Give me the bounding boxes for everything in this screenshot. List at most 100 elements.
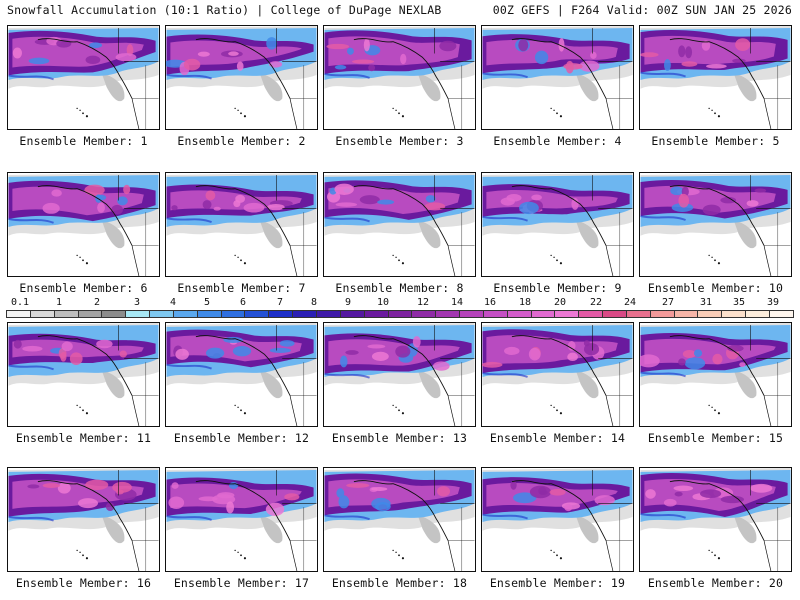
colorbar-swatch xyxy=(626,311,651,317)
colorbar-tick-label: 7 xyxy=(276,297,284,308)
colorbar-swatch xyxy=(770,311,793,317)
ensemble-member-map xyxy=(639,25,792,130)
ensemble-member-map xyxy=(323,25,476,130)
colorbar-tick-label: 8 xyxy=(310,297,318,308)
ensemble-member-map xyxy=(7,25,160,130)
colorbar-tick-label: 20 xyxy=(553,297,567,308)
colorbar xyxy=(6,310,794,318)
ensemble-member-map xyxy=(481,322,634,427)
colorbar-swatch xyxy=(531,311,556,317)
ensemble-member-map xyxy=(165,25,318,130)
colorbar-tick-label: 31 xyxy=(699,297,713,308)
colorbar-swatch xyxy=(102,311,127,317)
ensemble-member-label: Ensemble Member: 13 xyxy=(331,431,468,445)
ensemble-member-map xyxy=(165,467,318,572)
colorbar-swatch xyxy=(54,311,79,317)
ensemble-member-map xyxy=(323,322,476,427)
colorbar-tick-label: 6 xyxy=(239,297,247,308)
colorbar-swatch xyxy=(269,311,294,317)
colorbar-tick-label: 3 xyxy=(133,297,141,308)
ensemble-member-map xyxy=(481,467,634,572)
ensemble-member-map xyxy=(7,172,160,277)
colorbar-swatch xyxy=(722,311,747,317)
ensemble-member-label: Ensemble Member: 14 xyxy=(489,431,626,445)
colorbar-swatch xyxy=(197,311,222,317)
ensemble-member-map xyxy=(481,25,634,130)
colorbar-swatch xyxy=(173,311,198,317)
colorbar-tick-label: 16 xyxy=(483,297,497,308)
colorbar-swatch xyxy=(7,311,31,317)
colorbar-swatch xyxy=(603,311,627,317)
colorbar-swatch xyxy=(245,311,270,317)
colorbar-swatch xyxy=(388,311,413,317)
ensemble-member-label: Ensemble Member: 11 xyxy=(15,431,152,445)
ensemble-member-map xyxy=(165,322,318,427)
ensemble-member-map xyxy=(639,322,792,427)
colorbar-swatch xyxy=(293,311,317,317)
map-title: Snowfall Accumulation (10:1 Ratio) | Col… xyxy=(7,3,442,17)
colorbar-swatch xyxy=(340,311,365,317)
colorbar-swatch xyxy=(126,311,151,317)
colorbar-swatch xyxy=(436,311,461,317)
ensemble-member-label: Ensemble Member: 6 xyxy=(19,281,148,295)
colorbar-swatch xyxy=(650,311,675,317)
ensemble-member-label: Ensemble Member: 1 xyxy=(19,134,148,148)
colorbar-swatch xyxy=(746,311,770,317)
colorbar-labels: 0.1 1 2 3 4 5 6 7 8 9 10 12 14 16 18 20 22 24 27 31 35 39 xyxy=(6,297,794,308)
colorbar-tick-label: 2 xyxy=(93,297,101,308)
ensemble-member-map xyxy=(639,467,792,572)
colorbar-swatch xyxy=(150,311,174,317)
ensemble-member-label: Ensemble Member: 10 xyxy=(647,281,784,295)
colorbar-tick-label: 5 xyxy=(203,297,211,308)
ensemble-member-label: Ensemble Member: 17 xyxy=(173,576,310,590)
colorbar-tick-label: 24 xyxy=(623,297,637,308)
colorbar-swatch xyxy=(316,311,341,317)
ensemble-member-map xyxy=(7,467,160,572)
colorbar-tick-label: 22 xyxy=(589,297,603,308)
ensemble-member-map xyxy=(323,172,476,277)
model-run-info: 00Z GEFS | F264 Valid: 00Z SUN JAN 25 20… xyxy=(492,3,792,17)
colorbar-swatch xyxy=(698,311,723,317)
ensemble-member-map xyxy=(7,322,160,427)
colorbar-swatch xyxy=(483,311,508,317)
colorbar-tick-label: 35 xyxy=(732,297,746,308)
ensemble-member-label: Ensemble Member: 20 xyxy=(647,576,784,590)
colorbar-tick-label: 39 xyxy=(766,297,780,308)
colorbar-swatch xyxy=(364,311,389,317)
ensemble-member-map xyxy=(639,172,792,277)
ensemble-member-map xyxy=(323,467,476,572)
colorbar-swatch xyxy=(555,311,580,317)
colorbar-swatch xyxy=(412,311,437,317)
colorbar-tick-label: 4 xyxy=(169,297,177,308)
ensemble-member-map xyxy=(165,172,318,277)
ensemble-member-label: Ensemble Member: 15 xyxy=(647,431,784,445)
colorbar-swatch xyxy=(507,311,532,317)
colorbar-tick-label: 0.1 xyxy=(10,297,30,308)
ensemble-member-label: Ensemble Member: 8 xyxy=(335,281,464,295)
colorbar-tick-label: 18 xyxy=(518,297,532,308)
colorbar-swatch xyxy=(460,311,484,317)
colorbar-swatch xyxy=(221,311,246,317)
ensemble-member-label: Ensemble Member: 5 xyxy=(651,134,780,148)
colorbar-swatch xyxy=(579,311,604,317)
ensemble-member-label: Ensemble Member: 4 xyxy=(493,134,622,148)
colorbar-tick-label: 10 xyxy=(376,297,390,308)
colorbar-tick-label: 14 xyxy=(450,297,464,308)
colorbar-tick-label: 12 xyxy=(416,297,430,308)
colorbar-tick-label: 1 xyxy=(55,297,63,308)
ensemble-member-label: Ensemble Member: 2 xyxy=(177,134,306,148)
ensemble-member-label: Ensemble Member: 7 xyxy=(177,281,306,295)
ensemble-member-label: Ensemble Member: 19 xyxy=(489,576,626,590)
colorbar-swatch xyxy=(78,311,103,317)
ensemble-member-label: Ensemble Member: 12 xyxy=(173,431,310,445)
colorbar-swatch xyxy=(30,311,55,317)
ensemble-member-label: Ensemble Member: 9 xyxy=(493,281,622,295)
ensemble-member-map xyxy=(481,172,634,277)
ensemble-member-label: Ensemble Member: 18 xyxy=(331,576,468,590)
ensemble-member-label: Ensemble Member: 16 xyxy=(15,576,152,590)
colorbar-tick-label: 27 xyxy=(661,297,675,308)
colorbar-tick-label: 9 xyxy=(344,297,352,308)
ensemble-member-label: Ensemble Member: 3 xyxy=(335,134,464,148)
colorbar-swatch xyxy=(674,311,699,317)
